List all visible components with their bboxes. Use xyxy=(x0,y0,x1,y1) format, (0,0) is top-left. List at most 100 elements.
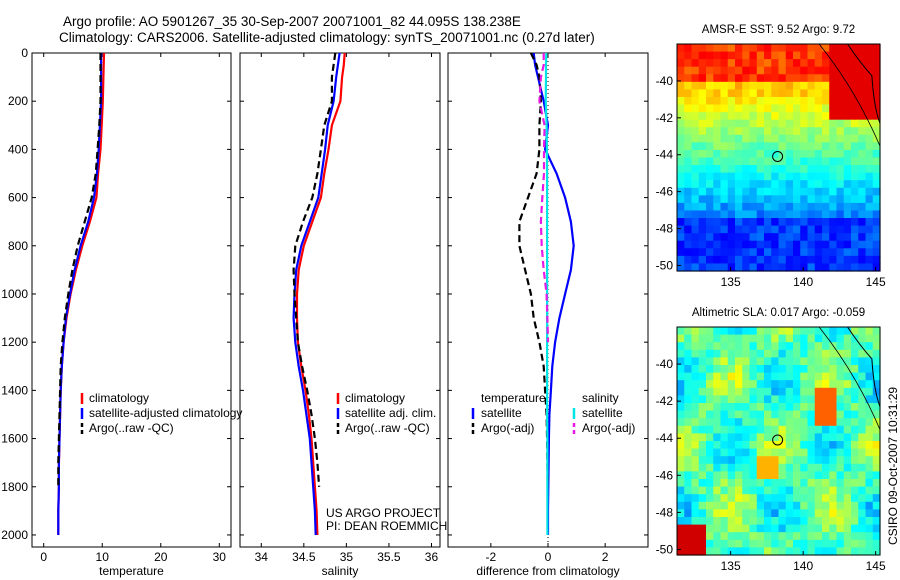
map-cell xyxy=(793,59,801,68)
map-cell xyxy=(727,81,736,90)
map-cell xyxy=(822,463,830,472)
map-cell xyxy=(677,51,685,60)
map-cell xyxy=(822,327,830,336)
map-cell xyxy=(698,387,707,396)
map-cell xyxy=(698,479,707,488)
map-cell xyxy=(800,74,809,83)
map-cell xyxy=(851,349,859,358)
map-cell xyxy=(713,441,722,450)
map-cell xyxy=(858,547,867,556)
y-tick-label: 0 xyxy=(21,46,28,60)
map-cell xyxy=(778,180,787,189)
map-cell xyxy=(865,233,874,242)
map-cell xyxy=(807,44,816,53)
map-cell xyxy=(706,494,714,503)
map-cell xyxy=(872,547,881,556)
map-cell xyxy=(749,327,758,336)
map-cell xyxy=(785,342,794,351)
map-cell xyxy=(727,418,736,427)
map-cell xyxy=(735,142,743,151)
map-cell xyxy=(843,387,852,396)
map-cell xyxy=(851,233,859,242)
map-cell xyxy=(843,149,852,159)
map-cell xyxy=(698,517,707,526)
map-cell xyxy=(793,233,801,242)
map-cell xyxy=(727,240,736,249)
map-cell xyxy=(764,134,772,143)
map-cell xyxy=(829,225,838,234)
map-cell xyxy=(829,433,838,442)
map-cell xyxy=(822,509,830,518)
map-cell xyxy=(785,547,794,556)
map-cell xyxy=(872,501,881,510)
map-cell xyxy=(677,119,685,128)
map-cell xyxy=(764,334,772,343)
map-cell xyxy=(843,532,852,541)
map-cell xyxy=(807,74,816,83)
map-cell xyxy=(800,463,809,472)
map-cell xyxy=(771,104,780,113)
map-cell xyxy=(800,233,809,242)
map-cell xyxy=(691,342,700,351)
map-cell xyxy=(742,66,751,75)
map-cell xyxy=(756,165,765,174)
map-cell xyxy=(778,66,787,75)
map-cell xyxy=(735,456,743,465)
map-cell xyxy=(851,74,859,83)
map-cell xyxy=(684,255,693,265)
map-cell xyxy=(807,104,816,113)
map-cell xyxy=(749,334,758,343)
map-cell xyxy=(814,210,823,219)
map-cell xyxy=(706,418,714,427)
map-field xyxy=(677,327,881,556)
x-tick-label: 35 xyxy=(340,550,354,564)
map-cell xyxy=(771,418,780,427)
map-cell xyxy=(691,112,700,121)
map-cell xyxy=(713,471,722,480)
map-cell xyxy=(865,172,874,181)
map-cell xyxy=(785,372,794,381)
map-cell xyxy=(829,418,838,427)
map-cell xyxy=(865,127,874,136)
map-cell xyxy=(807,89,816,98)
map-cell xyxy=(785,479,794,488)
map-cell xyxy=(785,112,794,121)
map-cell xyxy=(720,334,729,343)
map-cell xyxy=(793,81,801,90)
map-cell xyxy=(706,524,714,533)
map-cell xyxy=(713,187,722,196)
argo-float-marker xyxy=(772,434,784,446)
map-cell xyxy=(742,59,751,68)
map-cell xyxy=(836,157,845,166)
map-cell xyxy=(858,517,867,526)
map-cell xyxy=(793,539,801,548)
map-cell xyxy=(684,327,693,336)
map-cell xyxy=(720,248,729,257)
map-cell xyxy=(771,365,780,374)
map-cell xyxy=(727,180,736,189)
map-cell xyxy=(742,210,751,219)
map-cell xyxy=(742,263,751,272)
map-cell xyxy=(713,165,722,174)
y-tick-label: 400 xyxy=(8,142,28,156)
series-line-salinity-satellite xyxy=(544,52,549,535)
map-cell xyxy=(706,357,714,366)
map-cell xyxy=(764,119,772,128)
map-cell xyxy=(814,418,823,427)
map-cell xyxy=(872,387,881,396)
map-cell xyxy=(858,165,867,174)
map-cell xyxy=(785,433,794,442)
map-cell xyxy=(807,334,816,343)
map-cell xyxy=(749,395,758,404)
map-cell xyxy=(735,539,743,548)
legend-label: Argo(..raw -QC) xyxy=(345,421,430,435)
map-cell xyxy=(872,51,881,60)
map-cell xyxy=(872,225,881,234)
map-cell xyxy=(807,357,816,366)
map-cell xyxy=(764,471,772,480)
map-cell xyxy=(843,479,852,488)
map-cell xyxy=(829,157,838,166)
map-cell xyxy=(865,149,874,159)
map-cell xyxy=(829,365,838,374)
map-cell xyxy=(814,365,823,374)
